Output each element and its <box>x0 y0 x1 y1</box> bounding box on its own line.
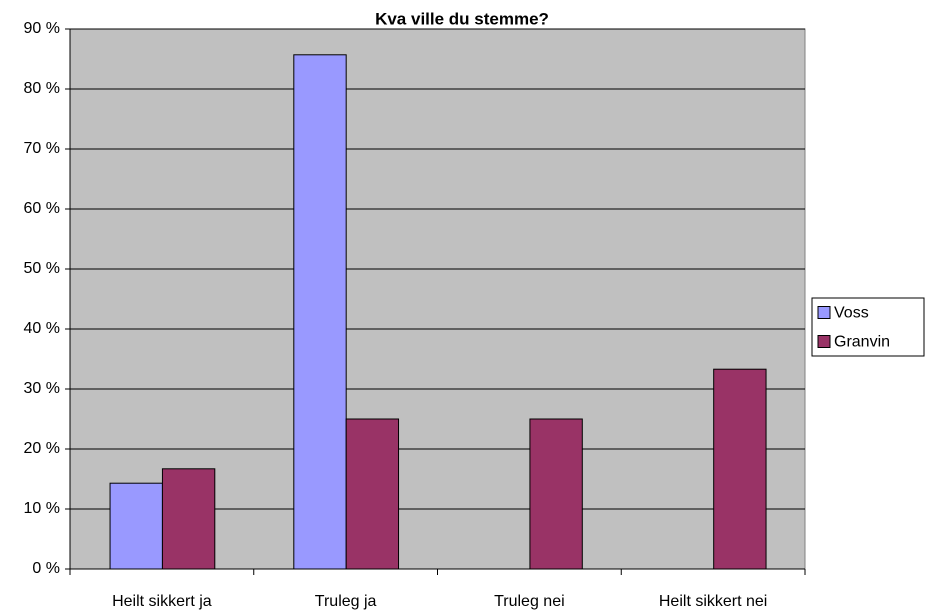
bar <box>713 368 767 570</box>
bar <box>293 54 347 570</box>
x-tick-label: Heilt sikkert nei <box>659 593 767 610</box>
legend-box <box>811 297 925 357</box>
legend-swatch <box>817 335 831 348</box>
y-tick-label: 60 % <box>24 200 60 217</box>
y-tick-label: 0 % <box>32 560 60 577</box>
y-tick-label: 30 % <box>24 380 60 397</box>
y-tick-label: 40 % <box>24 320 60 337</box>
y-tick-label: 90 % <box>24 20 60 37</box>
x-tick-label: Truleg ja <box>315 593 377 610</box>
y-tick-label: 70 % <box>24 140 60 157</box>
bar <box>345 418 400 570</box>
x-tick-label: Truleg nei <box>494 593 565 610</box>
chart-title: Kva ville du stemme? <box>375 9 549 28</box>
y-tick-label: 20 % <box>24 440 60 457</box>
bar <box>109 482 163 570</box>
legend-label: Granvin <box>834 334 890 351</box>
x-tick-label: Heilt sikkert ja <box>112 593 212 610</box>
legend-label: Voss <box>834 305 869 322</box>
bar <box>161 468 216 570</box>
y-tick-label: 80 % <box>24 80 60 97</box>
y-tick-label: 50 % <box>24 260 60 277</box>
y-tick-label: 10 % <box>24 500 60 517</box>
bar <box>529 418 583 570</box>
legend-swatch <box>817 306 831 319</box>
